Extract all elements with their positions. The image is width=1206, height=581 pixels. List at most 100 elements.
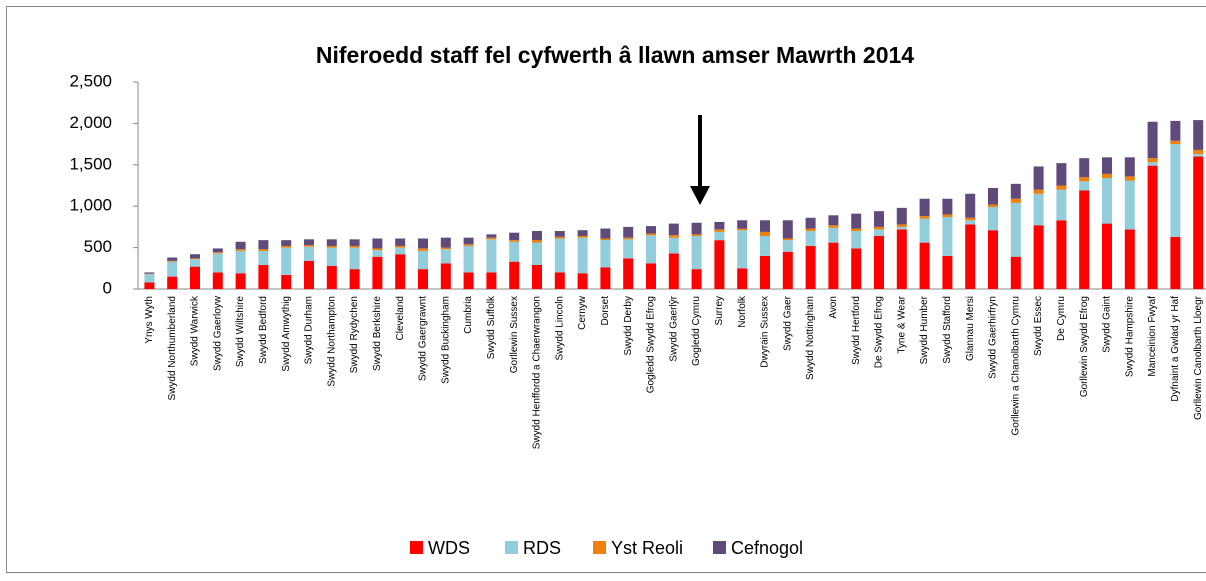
legend-swatch [410, 541, 423, 554]
bar-segment [281, 245, 292, 248]
bar-segment [896, 226, 907, 230]
bar-segment [1193, 149, 1204, 155]
bar-segment [1147, 165, 1158, 289]
legend-swatch [593, 541, 606, 554]
x-tick-label: Surrey [714, 296, 725, 325]
bar-segment [212, 253, 223, 273]
bar-segment [851, 248, 862, 289]
x-tick-label: Swydd Durham [304, 296, 315, 364]
bar-segment [942, 198, 953, 215]
bar-segment [1170, 144, 1181, 237]
x-tick-label: Swydd Warwick [190, 295, 201, 366]
x-tick-label: Swydd Essec [1033, 296, 1044, 356]
bar-segment [782, 240, 793, 252]
bar-segment [1102, 178, 1112, 224]
bar-segment [782, 220, 793, 239]
bar-segment [828, 227, 839, 243]
bar-segment [1079, 190, 1090, 289]
bar-segment [623, 258, 634, 289]
bar-segment [691, 222, 702, 235]
x-tick-label: Gorllewin a Chanolbarth Cymru [1010, 296, 1021, 436]
legend-label: WDS [428, 538, 470, 558]
bar-segment [440, 249, 451, 264]
bar-segment [463, 272, 474, 289]
bar-segment [372, 238, 383, 249]
bar-segment [235, 241, 246, 250]
bar-segment [851, 213, 862, 229]
bar-segment [258, 249, 269, 251]
bar-segment [828, 242, 839, 289]
bar-segment [1010, 198, 1021, 203]
bar-segment [532, 231, 542, 241]
bar-segment [965, 217, 976, 221]
bar-segment [440, 263, 451, 289]
x-tick-label: Tyne & Wear [896, 295, 907, 353]
bar-segment [532, 242, 542, 265]
legend-label: Yst Reoli [611, 538, 683, 558]
x-tick-label: Swydd Henffordd a Chaerwrangon [532, 296, 543, 449]
arrow [690, 115, 710, 205]
bar-segment [326, 239, 337, 246]
bar-segment [1147, 121, 1158, 159]
bar-segment [258, 240, 269, 250]
bar-segment [418, 269, 428, 289]
bar-segment [668, 237, 679, 254]
bar-segment [235, 250, 246, 274]
bar-segment [737, 230, 748, 269]
bar-segment [418, 238, 428, 249]
x-tick-label: Cernyw [577, 295, 588, 330]
x-tick-label: Swydd Buckingham [440, 296, 451, 384]
x-tick-label: Gorllewin Swydd Efrog [1079, 296, 1090, 397]
bar-segment [281, 274, 292, 289]
bar-segment [395, 247, 406, 255]
bar-segment [1079, 158, 1090, 178]
bar-segment [988, 207, 998, 231]
x-tick-label: Manceinion Fwyaf [1147, 296, 1158, 377]
bar-segment [896, 229, 907, 289]
bar-segment [509, 232, 520, 241]
bar-segment [304, 260, 314, 289]
bar-segment [258, 264, 269, 289]
bar-segment [326, 247, 337, 266]
bar-segment [167, 261, 178, 277]
x-tick-label: Dwyrain Sussex [760, 296, 771, 368]
x-tick-label: Swydd Humber [919, 295, 930, 364]
bar-segment [828, 225, 839, 228]
bar-segment [805, 245, 816, 289]
x-tick-label: Gogledd Swydd Efrog [646, 296, 657, 393]
y-tick-label: 0 [103, 278, 112, 297]
bar-segment [418, 250, 428, 270]
bar-segment [760, 255, 770, 289]
y-tick-label: 2,000 [69, 113, 112, 132]
bar-segment [1147, 158, 1158, 163]
bar-segment [281, 247, 292, 275]
bar-segment [1056, 185, 1067, 190]
bar-segment [509, 241, 520, 262]
bar-segment [235, 273, 246, 289]
bar-segment [304, 246, 314, 261]
bar-segment [281, 240, 292, 246]
bar-segment [212, 248, 223, 253]
bar-segment [714, 221, 725, 230]
bar-segment [896, 224, 907, 227]
bar-segment [805, 228, 816, 232]
bar-segment [486, 239, 497, 273]
bar-segment [1193, 120, 1204, 150]
bar-segment [737, 228, 748, 231]
x-tick-label: Dorset [600, 296, 611, 326]
bar-segment [623, 237, 634, 240]
bar-segment [577, 236, 588, 238]
x-tick-label: Swydd Gaerlŷr [668, 295, 679, 361]
bar-segment [760, 220, 770, 232]
bar-segment [1102, 223, 1112, 289]
x-tick-label: Dyfnaint a Gwlad yr Haf [1170, 296, 1181, 402]
x-tick-label: Swydd Gaerhirfryn [988, 296, 999, 379]
bar-segment [1056, 163, 1067, 186]
bar-segment [919, 218, 930, 243]
x-tick-label: Swydd Berkshire [372, 296, 383, 371]
bar-segment [167, 260, 178, 262]
x-tick-label: Gorllewin Canolbarth Lloegr [1193, 295, 1204, 420]
bar-segment [942, 214, 953, 217]
x-tick-label: Cleveland [395, 296, 406, 340]
